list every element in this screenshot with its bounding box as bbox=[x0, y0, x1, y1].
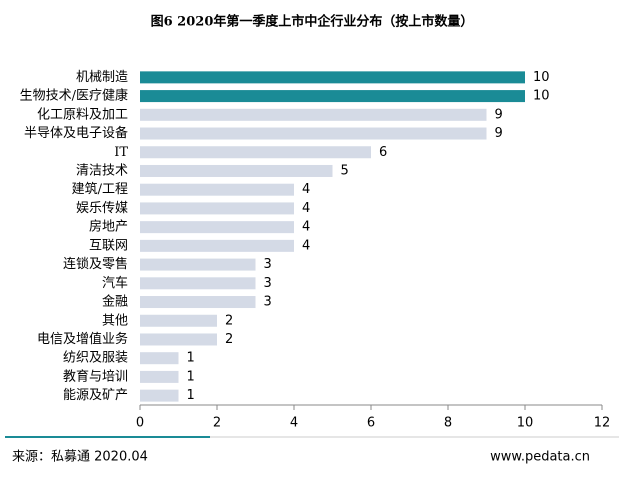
bar bbox=[140, 314, 217, 327]
bar bbox=[140, 183, 294, 196]
source: 来源：私募通 2020.04 bbox=[12, 450, 148, 465]
bar bbox=[140, 90, 525, 103]
value-label: 10 bbox=[533, 89, 550, 104]
y-tick-label: 纺织及服装 bbox=[63, 351, 128, 366]
bar bbox=[140, 146, 371, 159]
value-label: 3 bbox=[264, 257, 272, 272]
bar bbox=[140, 164, 333, 177]
bar bbox=[140, 127, 487, 140]
y-tick-label: 建筑/工程 bbox=[72, 181, 128, 197]
y-tick-label: IT bbox=[114, 145, 128, 160]
y-tick-label: 半导体及电子设备 bbox=[24, 125, 128, 141]
y-tick-label: 互联网 bbox=[89, 238, 128, 253]
website: www.pedata.cn bbox=[490, 450, 590, 465]
y-tick-label: 化工原料及加工 bbox=[37, 107, 128, 122]
x-tick-label: 6 bbox=[367, 416, 375, 431]
y-tick-label: 其他 bbox=[102, 313, 128, 328]
bar bbox=[140, 389, 179, 402]
bar bbox=[140, 352, 179, 365]
value-label: 4 bbox=[302, 238, 310, 253]
y-tick-label: 清洁技术 bbox=[76, 163, 128, 178]
value-label: 1 bbox=[187, 369, 195, 384]
bar bbox=[140, 296, 256, 309]
chart-title: 图6 2020年第一季度上市中企行业分布（按上市数量） bbox=[151, 14, 474, 30]
x-tick-label: 12 bbox=[594, 416, 611, 431]
value-label: 1 bbox=[187, 388, 195, 403]
value-label: 1 bbox=[187, 351, 195, 366]
bar bbox=[140, 258, 256, 271]
value-label: 9 bbox=[495, 126, 503, 141]
y-tick-label: 娱乐传媒 bbox=[76, 201, 128, 216]
value-label: 4 bbox=[302, 220, 310, 235]
x-tick-label: 2 bbox=[213, 416, 221, 431]
bar bbox=[140, 277, 256, 290]
y-tick-label: 电信及增值业务 bbox=[37, 331, 128, 347]
x-tick-label: 0 bbox=[136, 416, 144, 431]
x-tick-label: 10 bbox=[517, 416, 534, 431]
bar bbox=[140, 71, 525, 84]
y-tick-label: 能源及矿产 bbox=[63, 388, 128, 403]
bar bbox=[140, 221, 294, 234]
bar bbox=[140, 108, 487, 121]
y-tick-label: 金融 bbox=[102, 294, 128, 310]
value-label: 10 bbox=[533, 70, 550, 85]
value-label: 2 bbox=[225, 313, 233, 328]
value-label: 2 bbox=[225, 332, 233, 347]
value-label: 3 bbox=[264, 295, 272, 310]
value-label: 4 bbox=[302, 201, 310, 216]
y-tick-label: 教育与培训 bbox=[63, 368, 128, 384]
value-label: 6 bbox=[379, 145, 387, 160]
bar bbox=[140, 202, 294, 215]
x-tick-label: 4 bbox=[290, 416, 298, 431]
y-tick-label: 生物技术/医疗健康 bbox=[20, 88, 128, 104]
value-label: 9 bbox=[495, 107, 503, 122]
value-label: 4 bbox=[302, 182, 310, 197]
value-label: 5 bbox=[341, 163, 349, 178]
x-tick-label: 8 bbox=[444, 416, 452, 431]
y-tick-label: 汽车 bbox=[102, 275, 128, 291]
bar bbox=[140, 333, 217, 346]
value-label: 3 bbox=[264, 276, 272, 291]
y-tick-label: 房地产 bbox=[89, 219, 128, 235]
y-tick-label: 连锁及零售 bbox=[63, 256, 128, 272]
y-tick-label: 机械制造 bbox=[76, 70, 128, 85]
bar bbox=[140, 370, 179, 383]
bar bbox=[140, 239, 294, 252]
